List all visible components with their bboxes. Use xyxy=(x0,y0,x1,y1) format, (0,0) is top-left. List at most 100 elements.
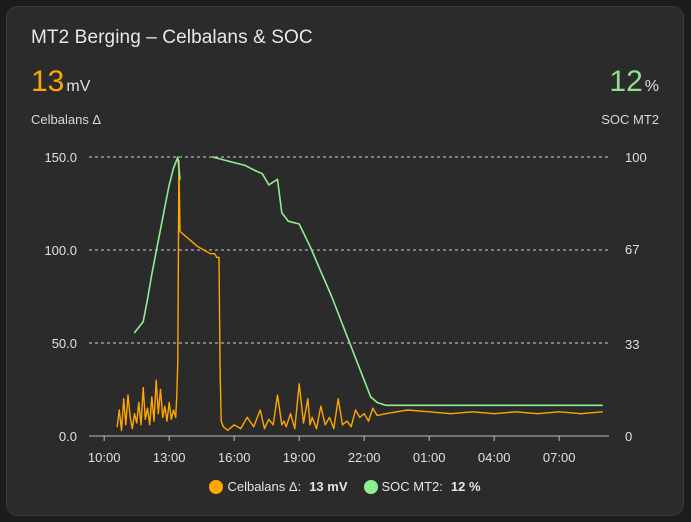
soc-point-25 xyxy=(363,379,365,381)
celbalans-point-65 xyxy=(324,424,326,426)
celbalans-point-82 xyxy=(450,413,452,415)
celbalans-point-68 xyxy=(337,398,339,400)
celbalans-point-6 xyxy=(129,416,131,418)
celbalans-point-63 xyxy=(315,428,318,430)
celbalans-point-12 xyxy=(142,387,144,389)
soc-point-5 xyxy=(164,206,166,208)
celbalans-point-28 xyxy=(176,394,178,396)
celbalans-point-77 xyxy=(376,414,378,417)
y-left-tick-3: 150.0 xyxy=(44,150,77,165)
soc-point-6 xyxy=(168,184,170,186)
celbalans-unit: mV xyxy=(66,78,91,95)
celbalans-point-41 xyxy=(220,420,222,422)
line-chart[interactable]: 0.0 50.0 100.0 150.0 0 33 67 100 10:00 13:00 16:00… xyxy=(7,7,685,477)
celbalans-point-14 xyxy=(146,407,149,409)
legend-item-soc[interactable]: SOC MT2: 12 % xyxy=(363,479,481,494)
celbalans-point-71 xyxy=(350,426,352,428)
y-right-tick-1: 33 xyxy=(625,337,639,352)
celbalans-point-25 xyxy=(170,418,172,420)
soc-point-24 xyxy=(352,351,354,353)
celbalans-point-2 xyxy=(120,429,123,431)
celbalans-point-37 xyxy=(214,253,216,255)
celbalans-point-32 xyxy=(183,234,185,236)
celbalans-point-47 xyxy=(253,426,255,428)
celbalans-point-72 xyxy=(354,409,357,411)
celbalans-point-76 xyxy=(372,407,374,409)
soc-value: 12 xyxy=(609,65,643,98)
soc-point-18 xyxy=(287,220,289,222)
celbalans-point-9 xyxy=(136,422,138,424)
celbalans-point-89 xyxy=(601,411,604,413)
celbalans-point-75 xyxy=(367,420,370,422)
soc-label: SOC MT2 xyxy=(601,112,659,127)
soc-point-21 xyxy=(320,270,322,272)
celbalans-point-29 xyxy=(177,361,179,363)
y-left-tick-0: 0.0 xyxy=(59,429,77,444)
celbalans-point-64 xyxy=(320,405,322,407)
celbalans-point-26 xyxy=(172,409,175,411)
soc-point-8 xyxy=(177,156,179,158)
celbalans-point-84 xyxy=(493,413,495,415)
celbalans-point-33 xyxy=(190,240,192,242)
celbalans-point-22 xyxy=(164,405,166,407)
celbalans-point-56 xyxy=(289,413,292,415)
soc-point-16 xyxy=(276,178,279,180)
soc-point-10 xyxy=(211,156,214,158)
legend-value-celbalans: 13 mV xyxy=(309,479,348,494)
soc-point-2 xyxy=(146,298,149,300)
x-tick-4: 22:00 xyxy=(348,450,381,465)
celbalans-stat[interactable]: 13 mV Celbalans Δ xyxy=(31,65,101,127)
soc-point-12 xyxy=(244,164,246,166)
celbalans-point-1 xyxy=(118,409,120,411)
celbalans-point-59 xyxy=(302,422,305,424)
soc-point-23 xyxy=(341,323,344,325)
x-tick-7: 07:00 xyxy=(543,450,576,465)
celbalans-point-11 xyxy=(140,424,142,426)
soc-point-4 xyxy=(157,240,159,242)
celbalans-point-24 xyxy=(168,401,170,404)
celbalans-point-86 xyxy=(536,413,539,415)
soc-point-17 xyxy=(281,212,283,214)
celbalans-point-55 xyxy=(285,426,287,428)
celbalans-point-81 xyxy=(428,411,430,413)
soc-point-0 xyxy=(133,332,136,334)
legend-label-celbalans: Celbalans Δ: xyxy=(227,479,302,494)
soc-point-27 xyxy=(376,401,378,404)
soc-point-29 xyxy=(391,404,393,406)
celbalans-point-80 xyxy=(406,409,409,411)
celbalans-point-50 xyxy=(268,418,270,420)
celbalans-point-39 xyxy=(218,256,220,258)
soc-point-15 xyxy=(268,184,270,186)
celbalans-point-85 xyxy=(515,411,517,413)
celbalans-point-43 xyxy=(227,429,229,431)
celbalans-point-45 xyxy=(240,428,242,430)
celbalans-point-87 xyxy=(558,411,560,413)
celbalans-point-62 xyxy=(311,416,313,418)
celbalans-point-60 xyxy=(307,398,309,400)
legend-item-celbalans[interactable]: Celbalans Δ: 13 mV xyxy=(209,479,348,494)
y-left-tick-2: 100.0 xyxy=(44,243,77,258)
soc-stat[interactable]: 12% SOC MT2 xyxy=(601,65,659,127)
soc-point-7 xyxy=(172,167,175,169)
soc-point-34 xyxy=(558,404,560,406)
celbalans-point-10 xyxy=(138,401,140,404)
celbalans-point-17 xyxy=(153,420,155,422)
celbalans-point-3 xyxy=(123,398,125,400)
soc-series-line-a xyxy=(133,156,181,334)
soc-point-30 xyxy=(406,404,409,406)
celbalans-point-27 xyxy=(175,416,177,418)
soc-point-11 xyxy=(233,162,235,164)
celbalans-point-18 xyxy=(155,379,157,381)
celbalans-point-61 xyxy=(309,424,311,426)
y-right-tick-0: 0 xyxy=(625,429,632,444)
soc-point-20 xyxy=(309,245,311,247)
celbalans-point-67 xyxy=(333,428,335,430)
legend-swatch-celbalans xyxy=(209,479,224,494)
celbalans-point-66 xyxy=(328,416,331,418)
celbalans-point-79 xyxy=(396,411,398,413)
celbalans-point-78 xyxy=(385,413,387,415)
x-tick-1: 13:00 xyxy=(153,450,186,465)
legend-swatch-soc xyxy=(363,479,378,494)
celbalans-point-88 xyxy=(580,413,582,415)
celbalans-point-4 xyxy=(125,424,127,426)
